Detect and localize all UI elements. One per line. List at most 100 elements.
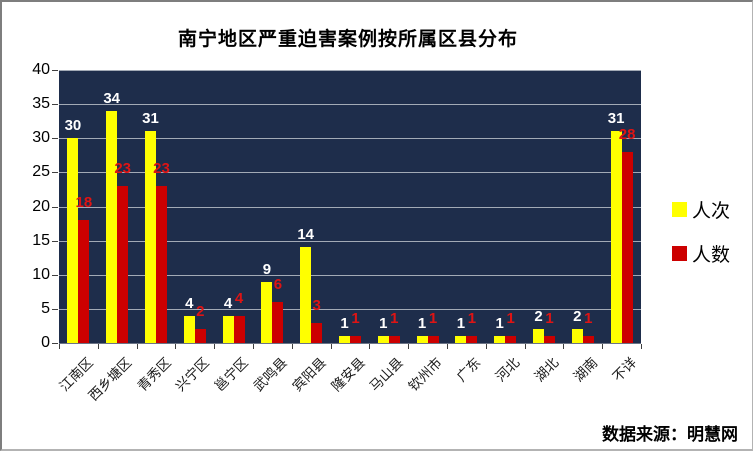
人次-bar — [533, 329, 544, 343]
legend-label: 人数 — [692, 245, 731, 266]
x-axis-label: 青秀区 — [134, 354, 174, 395]
legend-swatch-icon — [672, 246, 687, 261]
y-axis-label: 40 — [32, 61, 50, 78]
人次-bar — [300, 247, 312, 343]
gridline — [59, 206, 641, 208]
bar-value-label: 28 — [618, 125, 636, 143]
bar-value-label: 14 — [297, 226, 315, 244]
人次-bar — [416, 336, 428, 343]
x-axis-label: 宾阳县 — [289, 354, 329, 395]
人数-bar — [582, 336, 594, 343]
人数-bar — [621, 151, 633, 343]
人次-bar — [67, 138, 79, 343]
bar-value-label: 4 — [234, 289, 244, 307]
y-axis-label: 0 — [41, 334, 50, 351]
人次-bar — [106, 110, 118, 343]
x-axis-label: 河北 — [492, 354, 523, 385]
x-tick — [214, 344, 216, 349]
人次-bar — [145, 131, 156, 343]
y-axis-label: 30 — [32, 129, 50, 147]
bar-value-label: 34 — [103, 89, 121, 107]
bar-value-label: 1 — [428, 310, 438, 328]
bar-value-label: 1 — [379, 315, 388, 333]
x-axis-label: 武鸣县 — [250, 354, 290, 395]
bar-value-label: 2 — [573, 308, 582, 326]
y-axis-label: 15 — [32, 231, 50, 249]
人次-bar — [455, 336, 467, 343]
人数-bar — [544, 336, 555, 343]
y-tick — [52, 70, 58, 71]
gridline — [59, 172, 641, 174]
x-tick — [59, 344, 60, 349]
人数-bar — [350, 336, 361, 343]
gridline — [59, 274, 641, 276]
y-tick — [52, 206, 58, 208]
人数-bar — [388, 336, 400, 343]
x-tick — [136, 344, 138, 349]
bar-value-label: 1 — [417, 315, 427, 333]
x-tick — [485, 344, 487, 349]
人次-bar — [261, 281, 273, 343]
bar-value-label: 9 — [262, 260, 272, 278]
bar-value-label: 1 — [467, 310, 477, 328]
y-tick — [52, 104, 58, 106]
bar-value-label: 1 — [456, 315, 466, 333]
bar-value-label: 31 — [607, 110, 625, 128]
x-tick — [369, 344, 371, 349]
x-axis-label: 湖北 — [531, 354, 562, 385]
y-axis-label: 5 — [41, 299, 50, 317]
y-tick — [52, 138, 58, 140]
x-axis-label: 广东 — [454, 354, 484, 385]
y-axis-label: 20 — [32, 197, 50, 215]
人次-bar — [339, 336, 350, 343]
y-axis-label: 10 — [32, 265, 50, 283]
x-tick — [447, 344, 448, 349]
人数-bar — [233, 315, 245, 343]
y-tick — [52, 274, 58, 276]
gridline — [59, 240, 641, 242]
人数-bar — [194, 329, 206, 343]
legend-item: 人次 — [672, 196, 730, 223]
人数-bar — [466, 336, 478, 343]
x-tick — [524, 344, 526, 349]
bar-value-label: 2 — [534, 308, 543, 326]
人数-bar — [505, 336, 517, 343]
legend: 人次 人数 — [672, 196, 730, 284]
bar-value-label: 1 — [340, 315, 349, 333]
人次-bar — [183, 315, 195, 343]
人数-bar — [78, 220, 90, 343]
x-tick — [563, 344, 565, 349]
bar-value-label: 23 — [153, 160, 170, 178]
bar-value-label: 1 — [506, 310, 515, 328]
bar-value-label: 18 — [75, 194, 93, 212]
legend-label: 人次 — [692, 201, 731, 222]
人数-bar — [117, 186, 129, 343]
bar-value-label: 1 — [390, 310, 399, 328]
y-tick — [52, 172, 58, 174]
gridline — [59, 138, 641, 140]
x-tick — [97, 344, 99, 349]
bar-value-label: 1 — [495, 315, 504, 333]
y-axis-label: 25 — [32, 163, 50, 181]
人次-bar — [494, 336, 506, 343]
x-tick — [602, 344, 604, 349]
y-axis-label: 35 — [32, 95, 50, 113]
bar-value-label: 4 — [223, 294, 233, 312]
x-tick — [291, 344, 293, 349]
人数-bar — [156, 186, 167, 343]
plot-area: 30 18 34 23 31 23 4 2 4 4 9 6 14 3 1 1 1 1 1 1 1 1 1 1 2 1 2 1 31 28 — [59, 70, 641, 344]
人数-bar — [272, 302, 284, 343]
bar-value-label: 1 — [351, 310, 360, 328]
x-axis-label: 不详 — [609, 354, 640, 385]
bar-value-label: 31 — [142, 110, 159, 128]
legend-swatch-icon — [672, 202, 687, 217]
x-axis-label: 隆安县 — [328, 354, 368, 395]
人次-bar — [610, 131, 622, 343]
x-tick — [408, 344, 410, 349]
gridline — [59, 104, 641, 106]
人次-bar — [222, 315, 234, 343]
x-axis-label: 邕宁区 — [211, 354, 252, 395]
bar-value-label: 3 — [312, 296, 321, 314]
y-tick — [52, 343, 58, 344]
